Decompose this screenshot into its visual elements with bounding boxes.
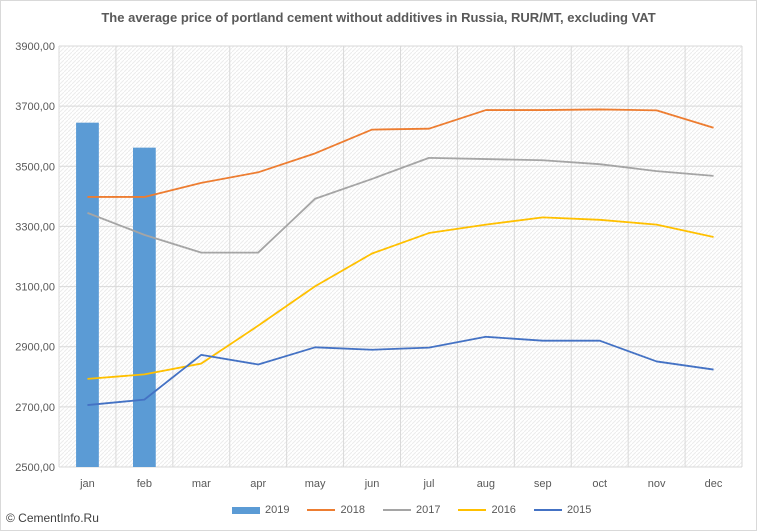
y-tick-label: 3900,00 [15,41,55,53]
legend-item-2016: 2016 [458,504,516,516]
source-label: © CementInfo.Ru [6,511,99,525]
line-series-2017 [87,156,714,254]
legend-label: 2017 [415,504,441,516]
line-series-2018 [87,108,714,198]
y-tick-label: 3700,00 [15,101,55,113]
legend-item-2018: 2018 [307,504,365,516]
x-tick-label: nov [648,478,666,490]
legend-item-2017: 2017 [382,504,441,516]
y-tick-label: 2500,00 [15,462,55,474]
legend-swatch [307,509,336,511]
y-tick-label: 3300,00 [15,221,55,233]
legend-label: 2015 [566,504,592,516]
legend-item-2015: 2015 [533,504,592,516]
line-series-2015 [87,335,714,406]
legend-label: 2018 [340,504,365,516]
x-tick-label: sep [534,478,552,490]
legend: 2019 2018 2017 2016 2015 [232,504,591,516]
legend-swatch [458,509,487,511]
legend-swatch [382,509,411,511]
y-tick-label: 2900,00 [15,342,55,354]
x-tick-label: feb [137,478,152,490]
legend-label: 2016 [491,504,516,516]
x-tick-label: apr [250,478,266,490]
x-tick-label: jul [422,478,434,490]
y-tick-label: 2700,00 [15,402,55,414]
x-tick-label: may [305,478,326,490]
x-tick-label: mar [192,478,211,490]
y-tick-label: 3100,00 [15,282,55,294]
legend-label: 2019 [265,504,290,516]
bar-2019-jan [76,122,99,468]
x-tick-label: jan [79,478,95,490]
x-tick-label: jun [364,478,380,490]
y-tick-label: 3500,00 [15,161,55,173]
x-tick-label: aug [477,478,495,490]
bar-2019-feb [132,147,156,468]
x-tick-label: dec [705,478,723,490]
legend-item-2019: 2019 [232,504,289,516]
line-series-2016 [87,216,714,380]
legend-swatch [232,506,260,514]
source-credit: © CementInfo.Ru [6,511,99,525]
chart-title: The average price of portland cement wit… [101,10,656,25]
x-tick-label: oct [592,478,607,490]
legend-swatch [533,509,562,511]
